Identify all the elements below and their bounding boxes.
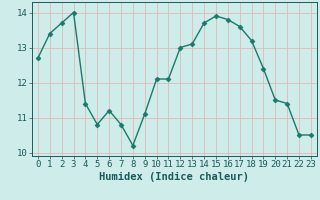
X-axis label: Humidex (Indice chaleur): Humidex (Indice chaleur) — [100, 172, 249, 182]
